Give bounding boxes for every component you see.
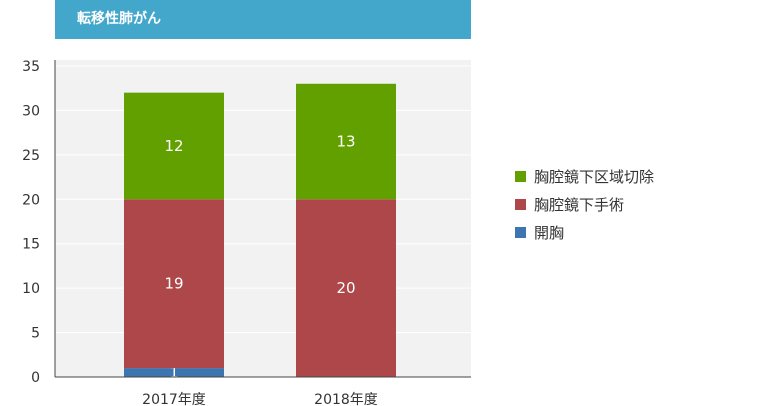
y-tick-label: 20 [22,192,40,208]
bar-segment [124,199,224,369]
bar-segment [296,199,396,377]
legend-swatch [515,226,526,238]
legend-swatch [515,198,526,210]
bar-segment [124,92,224,200]
legend-label: 開胸 [534,223,565,242]
legend-label: 胸腔鏡下区域切除 [534,167,655,186]
plot-area [55,60,471,377]
data-label: 20 [336,279,355,297]
data-label: 13 [336,133,355,151]
legend-label: 胸腔鏡下手術 [534,195,625,214]
data-label: 19 [164,275,183,293]
y-tick-label: 30 [22,103,40,119]
y-tick-label: 15 [22,237,40,253]
chart-legend: 胸腔鏡下区域切除 胸腔鏡下手術 開胸 [515,162,654,246]
chart-title: 転移性肺がん [55,0,471,39]
y-tick-label: 0 [31,370,40,386]
legend-item: 胸腔鏡下手術 [515,190,654,218]
legend-item: 胸腔鏡下区域切除 [515,162,654,190]
x-tick-label: 2017年度 [142,392,206,406]
legend-item: 開胸 [515,218,654,246]
y-tick-label: 35 [22,59,40,75]
data-label: 12 [164,137,183,155]
x-tick-label: 2018年度 [314,392,378,406]
bar-segment [124,368,224,377]
y-tick-label: 10 [22,281,40,297]
bar-segment [296,83,396,200]
legend-swatch [515,170,526,182]
y-tick-label: 5 [31,326,40,342]
y-tick-label: 25 [22,148,40,164]
data-label: 1 [169,364,179,382]
